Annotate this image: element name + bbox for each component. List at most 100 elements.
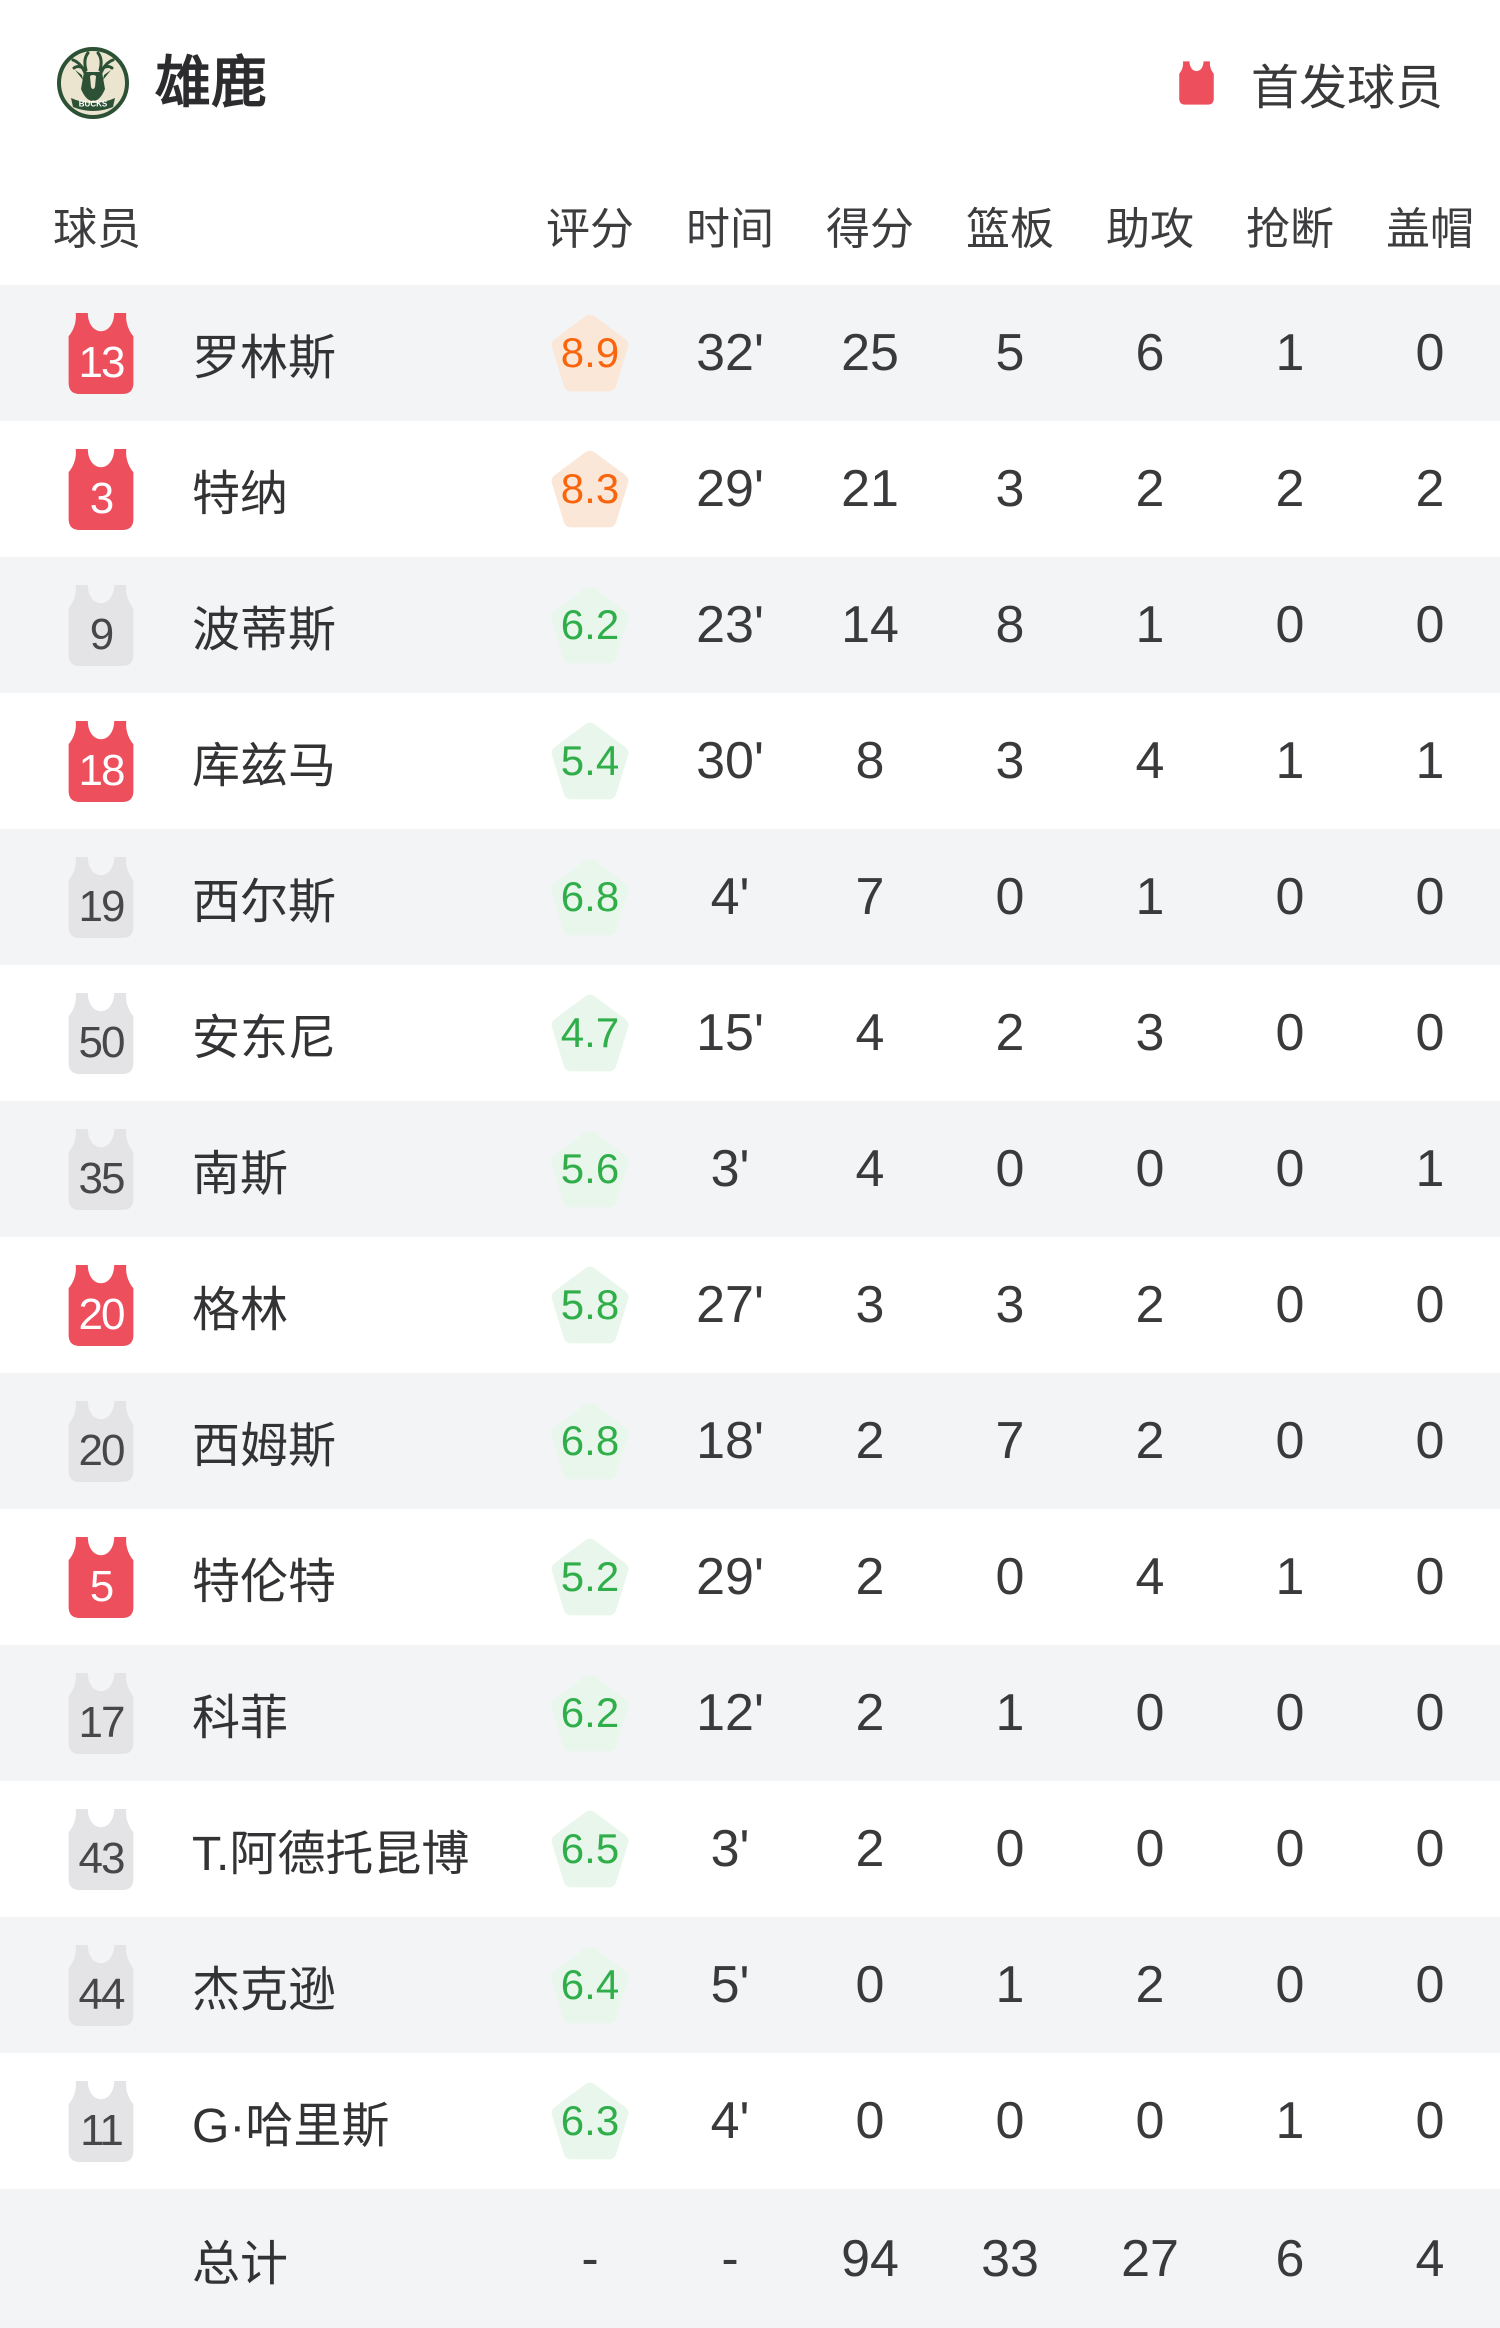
stat-steals: 1 xyxy=(1275,1548,1305,1606)
jersey-icon: 43 xyxy=(62,1807,140,1892)
rating-value: 6.4 xyxy=(560,1961,620,2008)
rating-badge: 5.4 xyxy=(547,721,633,801)
rating-badge: 6.3 xyxy=(547,2081,633,2161)
stat-steals: 0 xyxy=(1275,1140,1305,1198)
column-header-rating: 评分 xyxy=(546,205,634,254)
stat-assists: 0 xyxy=(1135,1820,1165,1878)
stat-time: 30' xyxy=(696,732,764,790)
player-name: 格林 xyxy=(192,1284,289,1337)
stat-steals: 0 xyxy=(1275,596,1305,654)
jersey-number: 43 xyxy=(78,1834,126,1883)
jersey-number: 44 xyxy=(78,1970,126,2019)
rating-badge: 6.5 xyxy=(547,1809,633,1889)
jersey-number: 9 xyxy=(89,610,114,659)
player-row[interactable]: 35 南斯 5.6 3' 4 0 0 0 1 xyxy=(0,1101,1500,1237)
stat-assists: 2 xyxy=(1135,1956,1165,2014)
jersey-number: 50 xyxy=(78,1018,126,1067)
stat-steals: 2 xyxy=(1275,460,1305,518)
player-row[interactable]: 44 杰克逊 6.4 5' 0 1 2 0 0 xyxy=(0,1917,1500,2053)
stat-points: 0 xyxy=(855,2092,885,2150)
stat-assists: 2 xyxy=(1135,460,1165,518)
starter-jersey-icon xyxy=(1179,61,1214,105)
jersey-icon: 5 xyxy=(62,1535,140,1620)
stat-assists: 1 xyxy=(1135,868,1165,926)
player-row[interactable]: 50 安东尼 4.7 15' 4 2 3 0 0 xyxy=(0,965,1500,1101)
player-table-body: 13 罗林斯 8.9 32' 25 5 6 1 0 3 xyxy=(0,285,1500,2189)
player-row[interactable]: 19 西尔斯 6.8 4' 7 0 1 0 0 xyxy=(0,829,1500,965)
jersey-number: 13 xyxy=(78,338,126,387)
stat-time: 15' xyxy=(696,1004,764,1062)
stat-blocks: 0 xyxy=(1415,324,1445,382)
stat-time: 23' xyxy=(696,596,764,654)
stat-blocks: 0 xyxy=(1415,1004,1445,1062)
jersey-number: 5 xyxy=(89,1562,114,1611)
stat-assists: 4 xyxy=(1135,1548,1165,1606)
player-row[interactable]: 9 波蒂斯 6.2 23' 14 8 1 0 0 xyxy=(0,557,1500,693)
player-row[interactable]: 18 库兹马 5.4 30' 8 3 4 1 1 xyxy=(0,693,1500,829)
stat-points: 2 xyxy=(855,1412,885,1470)
stat-time: 4' xyxy=(710,2092,750,2150)
totals-label: 总计 xyxy=(192,2237,289,2291)
column-header-rebounds: 篮板 xyxy=(966,205,1054,254)
player-row[interactable]: 11 G·哈里斯 6.3 4' 0 0 0 1 0 xyxy=(0,2053,1500,2189)
stat-rebounds: 3 xyxy=(995,460,1025,518)
player-row[interactable]: 20 格林 5.8 27' 3 3 2 0 0 xyxy=(0,1237,1500,1373)
column-header-points: 得分 xyxy=(826,205,914,254)
rating-badge: 8.9 xyxy=(547,313,633,393)
rating-value: 5.8 xyxy=(560,1281,620,1328)
stat-rebounds: 1 xyxy=(995,1684,1025,1742)
stat-blocks: 0 xyxy=(1415,1820,1445,1878)
stat-points: 2 xyxy=(855,1684,885,1742)
player-name: 西尔斯 xyxy=(192,876,337,929)
rating-badge: 6.8 xyxy=(547,857,633,937)
team-identity[interactable]: BUCKS 雄鹿 xyxy=(55,45,267,121)
player-row[interactable]: 3 特纳 8.3 29' 21 3 2 2 2 xyxy=(0,421,1500,557)
stat-time: 3' xyxy=(710,1820,750,1878)
rating-badge: 8.3 xyxy=(547,449,633,529)
rating-badge: 5.2 xyxy=(547,1537,633,1617)
rating-badge: 6.2 xyxy=(547,585,633,665)
stat-time: 5' xyxy=(710,1956,750,2014)
player-name: 南斯 xyxy=(192,1148,289,1201)
stat-points: 8 xyxy=(855,732,885,790)
rating-value: 5.2 xyxy=(560,1553,620,1600)
rating-value: 4.7 xyxy=(560,1009,620,1056)
stat-blocks: 0 xyxy=(1415,2092,1445,2150)
totals-assists: 27 xyxy=(1121,2229,1179,2288)
stat-blocks: 0 xyxy=(1415,868,1445,926)
stat-rebounds: 0 xyxy=(995,2092,1025,2150)
stat-blocks: 1 xyxy=(1415,732,1445,790)
stat-blocks: 0 xyxy=(1415,1684,1445,1742)
stat-points: 25 xyxy=(841,324,899,382)
player-row[interactable]: 5 特伦特 5.2 29' 2 0 4 1 0 xyxy=(0,1509,1500,1645)
stat-rebounds: 1 xyxy=(995,1956,1025,2014)
jersey-icon: 9 xyxy=(62,583,140,668)
player-row[interactable]: 17 科菲 6.2 12' 2 1 0 0 0 xyxy=(0,1645,1500,1781)
player-row[interactable]: 43 T.阿德托昆博 6.5 3' 2 0 0 0 0 xyxy=(0,1781,1500,1917)
jersey-icon: 17 xyxy=(62,1671,140,1756)
column-header-blocks: 盖帽 xyxy=(1386,205,1474,254)
player-name: 波蒂斯 xyxy=(192,604,337,657)
player-row[interactable]: 20 西姆斯 6.8 18' 2 7 2 0 0 xyxy=(0,1373,1500,1509)
stat-steals: 0 xyxy=(1275,868,1305,926)
stat-points: 4 xyxy=(855,1140,885,1198)
jersey-icon: 13 xyxy=(62,311,140,396)
rating-badge: 5.6 xyxy=(547,1129,633,1209)
stat-assists: 2 xyxy=(1135,1276,1165,1334)
rating-value: 6.8 xyxy=(560,1417,620,1464)
stat-steals: 1 xyxy=(1275,324,1305,382)
jersey-icon: 35 xyxy=(62,1127,140,1212)
stat-blocks: 0 xyxy=(1415,596,1445,654)
rating-value: 6.2 xyxy=(560,601,620,648)
totals-row: 总计 - - 94 33 27 6 4 xyxy=(0,2189,1500,2328)
jersey-number: 17 xyxy=(78,1698,126,1747)
stat-steals: 1 xyxy=(1275,732,1305,790)
player-row[interactable]: 13 罗林斯 8.9 32' 25 5 6 1 0 xyxy=(0,285,1500,421)
stat-rebounds: 0 xyxy=(995,868,1025,926)
jersey-number: 19 xyxy=(78,882,126,931)
stat-points: 2 xyxy=(855,1548,885,1606)
stat-assists: 0 xyxy=(1135,1684,1165,1742)
rating-value: 8.9 xyxy=(560,329,620,376)
panel-header: BUCKS 雄鹿 首发球员 xyxy=(0,0,1500,165)
